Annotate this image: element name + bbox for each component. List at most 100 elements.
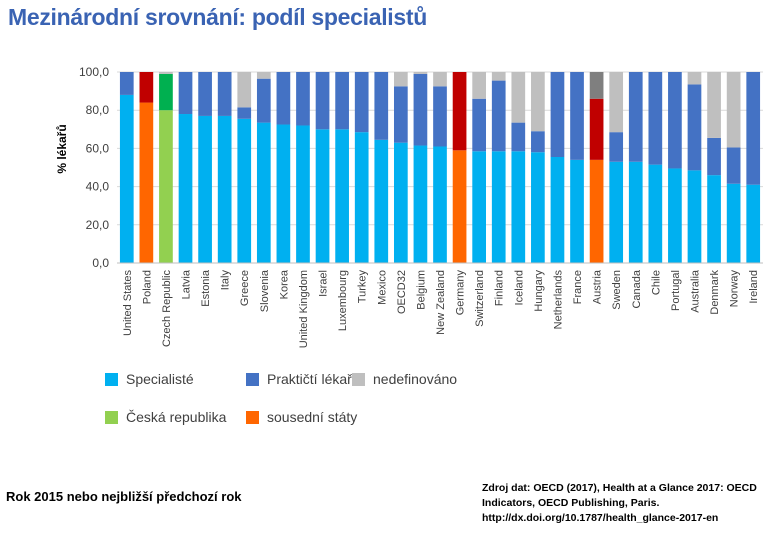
x-tick-label: Czech Republic — [161, 270, 173, 348]
x-tick-label: Korea — [278, 269, 290, 299]
bar-segment-mexico-0 — [374, 139, 389, 263]
bar-segment-korea-1 — [276, 72, 291, 125]
legend-label: Praktičtí lékaři — [267, 371, 355, 387]
bar-segment-belgium-0 — [413, 145, 428, 263]
page-title: Mezinárodní srovnání: podíl specialistů — [8, 4, 427, 30]
bar-segment-sweden-1 — [609, 132, 624, 162]
y-tick-label: 60,0 — [86, 141, 110, 155]
bar-segment-greece-2 — [237, 72, 252, 108]
x-tick-label: New Zealand — [435, 270, 447, 335]
bar-segment-chile-1 — [648, 72, 663, 165]
bar-segment-iceland-0 — [511, 151, 526, 263]
x-tick-label: Iceland — [513, 270, 525, 305]
bar-segment-australia-0 — [687, 170, 702, 263]
x-tick-label: Denmark — [709, 270, 721, 315]
bar-segment-slovenia-2 — [256, 72, 271, 79]
y-axis: 0,0 20,0 40,0 60,0 80,0 100,0 — [79, 65, 109, 270]
bar-segment-hungary-2 — [531, 72, 545, 132]
x-tick-label: Chile — [650, 270, 662, 295]
x-tick-label: OECD32 — [396, 270, 408, 314]
legend-label: nedefinováno — [373, 371, 458, 387]
bar-segment-austria-1 — [589, 98, 604, 160]
x-tick-label: Estonia — [200, 269, 212, 307]
x-tick-label: Hungary — [533, 270, 545, 312]
bar-segment-estonia-1 — [198, 72, 212, 116]
bar-segment-iceland-2 — [511, 72, 526, 123]
legend-item-czech-republic: Česká republika — [105, 409, 226, 425]
bar-segment-mexico-1 — [374, 72, 389, 140]
bar-segment-united-kingdom-1 — [296, 72, 310, 126]
bar-segment-hungary-1 — [531, 131, 545, 153]
bar-segment-new-zealand-0 — [433, 146, 447, 263]
bar-segment-germany-1 — [452, 72, 467, 151]
footnote-year: Rok 2015 nebo nejbližší předchozí rok — [6, 489, 242, 504]
bar-segment-austria-2 — [589, 72, 604, 99]
legend-swatch — [246, 410, 259, 424]
stacked-bar-chart: 0,0 20,0 40,0 60,0 80,0 100,0 United States Po… — [55, 65, 763, 348]
bar-segment-oecd32-2 — [393, 72, 408, 87]
x-tick-label: Germany — [455, 270, 467, 316]
bar-segment-slovenia-0 — [256, 122, 271, 264]
x-axis: United States Poland Czech Republic Latvia E… — [117, 262, 763, 348]
bar-segment-sweden-2 — [609, 72, 624, 133]
legend-swatch — [105, 372, 118, 386]
bar-segment-poland-1 — [139, 72, 154, 103]
source-line: Indicators, OECD Publishing, Paris. — [482, 497, 660, 509]
bar-segment-turkey-0 — [354, 132, 369, 263]
bar-segment-ireland-0 — [746, 184, 761, 263]
bar-segment-iceland-1 — [511, 122, 526, 152]
legend-item-undefined: nedefinováno — [352, 371, 457, 387]
bar-segment-italy-1 — [217, 72, 232, 116]
bar-segment-switzerland-2 — [472, 72, 487, 99]
bar-segment-denmark-0 — [707, 175, 721, 263]
x-tick-label: Greece — [239, 270, 251, 306]
bar-segment-united-states-1 — [119, 72, 134, 95]
y-tick-label: 100,0 — [79, 65, 109, 79]
bar-segment-norway-1 — [726, 147, 741, 184]
bar-segment-israel-1 — [315, 72, 330, 130]
legend-item-specialists: Specialisté — [105, 371, 194, 387]
x-tick-label: Poland — [141, 270, 153, 304]
legend-item-neighbours: sousední státy — [246, 409, 357, 425]
bar-segment-czech-republic-0 — [159, 110, 173, 263]
x-tick-label: Latvia — [181, 269, 193, 299]
bar-segment-denmark-1 — [707, 137, 721, 176]
x-tick-label: Finland — [494, 270, 506, 306]
bar-segment-sweden-0 — [609, 161, 624, 263]
legend-swatch — [352, 372, 365, 386]
bar-segment-finland-2 — [491, 72, 506, 81]
bar-segment-germany-0 — [452, 150, 467, 263]
y-tick-label: 0,0 — [92, 256, 109, 270]
bar-segment-switzerland-1 — [472, 98, 487, 152]
bar-segment-norway-0 — [726, 183, 741, 263]
bar-segment-norway-2 — [726, 72, 741, 148]
x-tick-label: Turkey — [357, 270, 369, 304]
bar-segment-finland-0 — [491, 151, 506, 263]
bar-segment-estonia-0 — [198, 115, 212, 264]
bar-segment-latvia-0 — [178, 114, 193, 264]
bar-segment-israel-0 — [315, 129, 330, 263]
bar-segment-czech-republic-1 — [159, 73, 173, 111]
bar-segment-france-0 — [570, 159, 584, 263]
bar-segment-luxembourg-1 — [335, 72, 349, 130]
bar-segment-korea-0 — [276, 124, 291, 264]
x-tick-label: France — [572, 270, 584, 304]
bar-segment-portugal-0 — [668, 168, 682, 263]
x-tick-label: Italy — [220, 270, 232, 291]
bar-segment-canada-1 — [628, 72, 643, 162]
y-tick-label: 20,0 — [86, 218, 110, 232]
bar-segment-oecd32-1 — [393, 86, 408, 143]
bar-segment-greece-0 — [237, 118, 252, 263]
x-tick-label: United Kingdom — [298, 270, 310, 348]
bar-segment-finland-1 — [491, 80, 506, 152]
bar-segment-netherlands-0 — [550, 156, 565, 263]
legend-swatch — [246, 372, 259, 386]
x-tick-label: Canada — [631, 269, 643, 308]
bar-segment-italy-0 — [217, 115, 232, 264]
bar-segment-portugal-1 — [668, 72, 682, 169]
x-tick-label: Belgium — [415, 270, 427, 310]
x-tick-label: Switzerland — [474, 270, 486, 327]
x-tick-label: Ireland — [748, 270, 760, 304]
bar-segment-france-1 — [570, 72, 584, 160]
bar-segment-greece-1 — [237, 107, 252, 119]
